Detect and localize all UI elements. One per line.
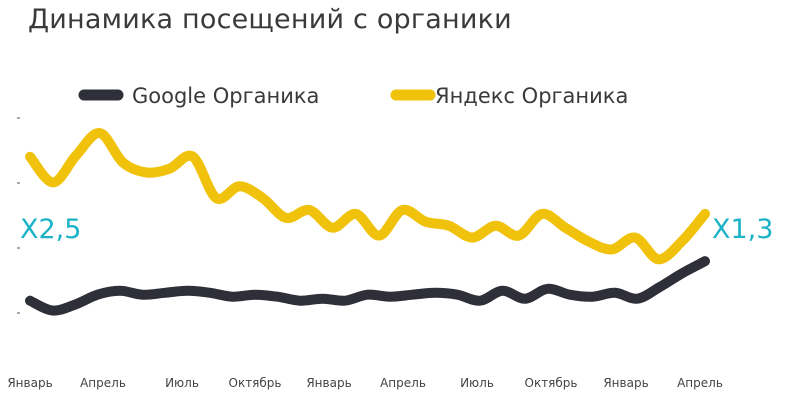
legend-label: Яндекс Органика [435,84,628,108]
x-tick-label: Январь [7,376,52,390]
yandex-organic-line [25,128,710,265]
multiplier-annotation-right: X1,3 [712,214,773,245]
x-tick-label: Июль [460,376,494,390]
multiplier-annotation-left: X2,5 [20,214,81,245]
x-tick-label: Октябрь [229,376,282,390]
x-tick-label: Апрель [380,376,426,390]
x-tick-label: Октябрь [525,376,578,390]
x-tick-label: Апрель [80,376,126,390]
legend-label: Google Органика [132,84,319,108]
google-organic-line [25,256,710,316]
x-tick-label: Июль [165,376,199,390]
legend-item: Google Органика [78,84,319,108]
chart-title: Динамика посещений с органики [28,4,512,35]
legend-item: Яндекс Органика [390,84,628,108]
x-tick-label: Январь [603,376,648,390]
x-tick-label: Апрель [677,376,723,390]
x-tick-label: Январь [306,376,351,390]
